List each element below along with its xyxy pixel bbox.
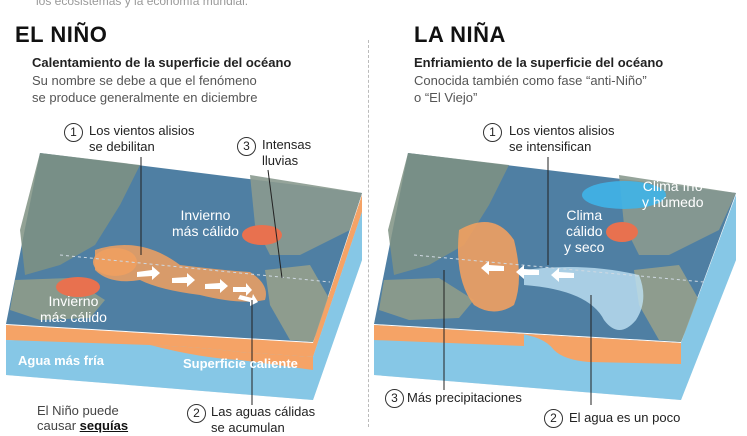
- cut-caption: los ecosistemas y la economía mundial.: [36, 0, 249, 8]
- asia-landmass: [388, 153, 509, 275]
- south-america-landmass: [634, 265, 699, 342]
- la-nina-title: LA NIÑA: [414, 22, 506, 47]
- el-nino-footnote: El Niño puede causar sequías: [37, 403, 128, 433]
- la-nina-illustration: [374, 153, 736, 405]
- cold-humid-label: Clima frío y húmedo: [642, 178, 703, 210]
- callout-line: se debilitan: [89, 139, 155, 154]
- warm-dry-label: Clima cálido y seco: [564, 207, 604, 255]
- label-line: más cálido: [40, 309, 107, 325]
- trade-wind-arrows: [481, 261, 574, 282]
- desc-line: Conocida también como fase “anti-Niño”: [414, 73, 647, 88]
- el-nino-illustration: [6, 153, 362, 405]
- callout-line: se acumulan: [211, 420, 285, 435]
- la-nina-description: Conocida también como fase “anti-Niño” o…: [414, 72, 714, 106]
- step-3-badge: 3: [385, 389, 404, 408]
- callout-warm-water: Las aguas cálidas se acumulan: [211, 404, 315, 436]
- callout-precip: Más precipitaciones: [407, 390, 522, 405]
- south-america-landmass: [265, 265, 330, 342]
- warm-layer: [374, 325, 681, 364]
- el-nino-panel: EL NIÑO Calentamiento de la superficie d…: [0, 0, 373, 435]
- trade-wind-arrows: [137, 266, 258, 306]
- warm-layer-top: [6, 325, 313, 357]
- footnote-line: El Niño puede: [37, 403, 119, 418]
- label-line: más cálido: [172, 223, 239, 239]
- winter-south-label: Invierno más cálido: [40, 293, 107, 325]
- cool-blob: [582, 181, 666, 209]
- label-line: y húmedo: [642, 194, 704, 210]
- el-nino-description: Su nombre se debe a que el fenómeno se p…: [32, 72, 332, 106]
- callout-line: se intensifican: [509, 139, 592, 154]
- desc-line: o “El Viejo”: [414, 90, 478, 105]
- panel-divider: [368, 40, 369, 427]
- warm-surface-label: Superficie caliente: [183, 356, 298, 371]
- hot-spot-north: [242, 225, 282, 245]
- callout-line: Intensas: [262, 137, 312, 152]
- el-nino-title: EL NIÑO: [15, 22, 108, 47]
- hot-spot: [606, 222, 638, 242]
- hot-spot-south: [56, 277, 100, 297]
- label-line: Invierno: [48, 293, 99, 309]
- step-1-badge: 1: [483, 123, 502, 142]
- step-3-badge: 3: [237, 137, 256, 156]
- footnote-text: causar: [37, 418, 80, 433]
- winter-north-label: Invierno más cálido: [172, 207, 239, 239]
- label-line: y seco: [564, 239, 605, 255]
- step-2-badge: 2: [544, 409, 563, 428]
- label-line: Clima frío: [642, 178, 703, 194]
- desc-line: Su nombre se debe a que el fenómeno: [32, 73, 257, 88]
- callout-line: Las aguas cálidas: [211, 404, 316, 419]
- step-1-badge: 1: [64, 123, 83, 142]
- callout-rain: Intensas lluvias: [262, 137, 311, 169]
- la-nina-subtitle: Enfriamiento de la superficie del océano: [414, 55, 664, 70]
- cool-tongue: [524, 266, 644, 330]
- la-nina-panel: LA NIÑA Enfriamiento de la superficie de…: [374, 0, 747, 428]
- callout-water: El agua es un poco: [569, 410, 681, 425]
- label-line: Invierno: [180, 207, 231, 223]
- el-nino-subtitle: Calentamiento de la superficie del océan…: [32, 55, 292, 70]
- footnote-bold: sequías: [79, 418, 129, 433]
- label-line: cálido: [565, 223, 603, 239]
- callout-line: lluvias: [262, 153, 299, 168]
- callout-winds: Los vientos alisios se debilitan: [89, 123, 195, 155]
- callout-line: Los vientos alisios: [89, 123, 195, 138]
- cold-water-label: Agua más fría: [18, 353, 104, 368]
- asia-landmass: [20, 153, 140, 275]
- australia-landmass: [379, 278, 474, 320]
- callout-winds: Los vientos alisios se intensifican: [509, 123, 615, 155]
- label-line: Clima: [566, 207, 603, 223]
- desc-line: se produce generalmente en diciembre: [32, 90, 258, 105]
- step-2-badge: 2: [187, 404, 206, 423]
- callout-line: Los vientos alisios: [509, 123, 615, 138]
